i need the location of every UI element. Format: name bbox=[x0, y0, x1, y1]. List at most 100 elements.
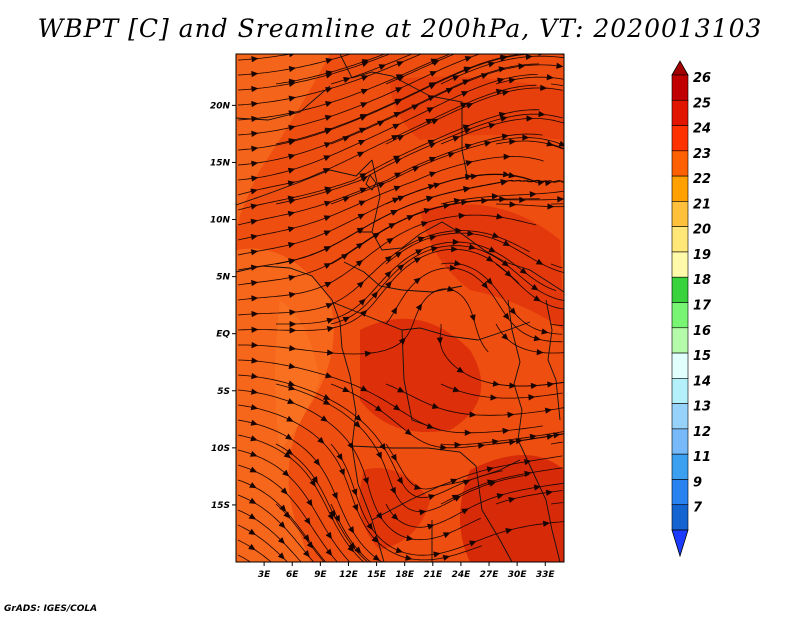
streamline-arrow bbox=[462, 79, 470, 86]
streamline-arrow bbox=[433, 551, 441, 558]
streamline bbox=[440, 431, 564, 446]
chart-title: WBPT [C] and Sreamline at 200hPa, VT: 20… bbox=[37, 14, 763, 43]
streamline-arrow bbox=[542, 520, 551, 527]
streamline-arrow bbox=[469, 314, 476, 322]
streamline-arrow bbox=[426, 423, 435, 429]
streamline-arrow bbox=[501, 260, 509, 267]
streamline-arrow bbox=[502, 427, 510, 435]
streamline-arrow bbox=[449, 264, 457, 271]
streamline-arrow bbox=[406, 534, 414, 542]
streamline-arrow bbox=[306, 541, 314, 549]
streamline-arrow bbox=[248, 513, 257, 520]
streamline bbox=[275, 443, 368, 562]
streamline-arrow bbox=[463, 127, 472, 134]
streamline-arrow bbox=[394, 158, 402, 165]
streamline-arrow bbox=[394, 251, 403, 258]
streamline bbox=[440, 383, 563, 399]
streamline-arrow bbox=[325, 57, 333, 64]
streamline-arrow bbox=[288, 95, 296, 102]
streamline-arrow bbox=[530, 382, 538, 390]
streamline-arrow bbox=[389, 486, 396, 495]
streamline-arrow bbox=[420, 221, 429, 228]
streamline-arrow bbox=[251, 372, 259, 380]
streamline-arrow bbox=[378, 64, 387, 71]
colorbar-label: 18 bbox=[693, 273, 711, 288]
streamline-arrow bbox=[325, 372, 333, 379]
streamline-arrow bbox=[397, 386, 405, 393]
streamline-arrow bbox=[288, 198, 297, 205]
streamline-arrow bbox=[324, 200, 332, 207]
streamline-arrow bbox=[525, 54, 533, 61]
streamline-arrow bbox=[285, 433, 293, 440]
streamline bbox=[275, 54, 564, 145]
streamline-arrow bbox=[393, 404, 401, 411]
streamline-arrow bbox=[496, 213, 504, 220]
streamline-arrow bbox=[250, 203, 258, 210]
streamline-arrow bbox=[386, 237, 394, 245]
streamline-arrow bbox=[331, 492, 338, 500]
streamline-arrow bbox=[251, 175, 259, 182]
streamline-arrow bbox=[469, 540, 477, 547]
colorbar-swatch bbox=[671, 327, 689, 354]
streamline-arrow bbox=[453, 197, 462, 205]
streamline bbox=[330, 503, 372, 562]
streamline-arrow bbox=[366, 522, 373, 531]
streamline-arrow bbox=[358, 200, 367, 207]
streamline-arrow bbox=[447, 152, 456, 158]
streamline-arrow bbox=[371, 535, 379, 543]
streamline-arrow bbox=[325, 86, 333, 93]
colorbar-swatch bbox=[671, 302, 689, 329]
streamline-arrow bbox=[250, 419, 258, 426]
streamline-arrow bbox=[347, 526, 355, 534]
streamline-arrow bbox=[360, 88, 369, 95]
streamline-arrow bbox=[326, 325, 335, 333]
streamline-arrow bbox=[396, 476, 403, 485]
streamline-arrow bbox=[251, 310, 259, 318]
streamline-arrow bbox=[375, 512, 383, 520]
streamline-arrow bbox=[277, 552, 285, 560]
colorbar-swatch bbox=[671, 201, 689, 227]
streamline-arrow bbox=[325, 70, 334, 77]
y-tick-label: EQ bbox=[216, 330, 230, 340]
streamline-arrow bbox=[446, 285, 455, 292]
streamlines bbox=[237, 54, 564, 562]
streamline-arrow bbox=[428, 494, 436, 501]
streamline-arrow bbox=[465, 102, 474, 109]
streamline-arrow bbox=[317, 436, 325, 444]
y-tick-label: 15N bbox=[210, 158, 231, 168]
streamline-arrow bbox=[533, 335, 542, 342]
streamline-arrow bbox=[352, 503, 359, 512]
streamline-arrow bbox=[452, 386, 461, 393]
streamline-arrow bbox=[359, 173, 367, 180]
streamline-arrow bbox=[392, 123, 400, 130]
colorbar-legend: 26 25 24 23 22 21 20 19 18 17 16 15 14 13 12 11 9 7 bbox=[671, 60, 712, 558]
streamline-arrow bbox=[515, 438, 523, 445]
colorbar-label: 9 bbox=[693, 475, 702, 490]
streamline-arrow bbox=[502, 89, 510, 96]
streamline bbox=[385, 232, 564, 273]
streamline-arrow bbox=[393, 112, 402, 118]
streamline-arrow bbox=[390, 209, 399, 216]
colorbar-swatch bbox=[671, 504, 689, 531]
streamline-arrow bbox=[391, 513, 399, 521]
streamline-arrow bbox=[358, 139, 366, 146]
streamline bbox=[237, 449, 351, 562]
streamline-arrow bbox=[323, 230, 332, 237]
x-tick-label: 21E bbox=[423, 570, 443, 580]
streamline-arrow bbox=[502, 171, 511, 178]
streamline-arrow bbox=[287, 210, 296, 217]
x-tick-label: 15E bbox=[367, 570, 387, 580]
streamline-arrow bbox=[463, 66, 472, 73]
streamline-arrow bbox=[374, 405, 383, 412]
streamline-arrow bbox=[508, 172, 516, 179]
colorbar-swatch bbox=[671, 479, 689, 506]
streamline-arrow bbox=[280, 487, 288, 495]
streamline-arrow bbox=[343, 76, 351, 83]
streamline-arrow bbox=[427, 183, 436, 190]
streamline-arrow bbox=[443, 202, 451, 210]
colorbar-label: 24 bbox=[693, 122, 711, 137]
y-tick-label: 10N bbox=[210, 216, 231, 226]
streamline-arrow bbox=[390, 453, 397, 462]
streamline-arrow bbox=[334, 514, 340, 523]
